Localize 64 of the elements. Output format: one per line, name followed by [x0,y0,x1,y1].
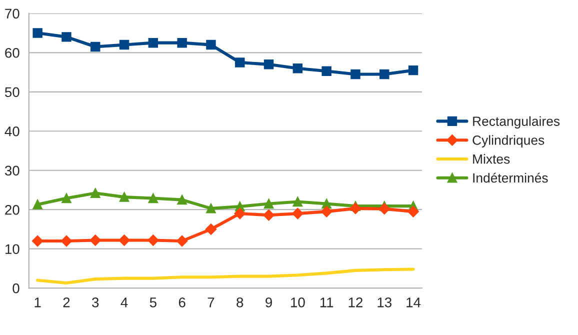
point [176,235,188,247]
point [206,40,216,50]
point [206,204,216,214]
legend-label: Rectangulaires [473,116,560,129]
point [148,234,159,246]
point [62,32,72,42]
y-tick-label: 60 [5,48,20,58]
legend-label: Cylindriques [472,135,544,148]
point [378,203,390,214]
y-tick-label: 30 [4,166,20,176]
x-tick-label: 13 [378,297,392,308]
point [264,198,274,209]
x-tick-label: 14 [406,298,421,308]
x-tick-label: 8 [236,297,244,308]
point [350,69,360,80]
x-tick-label: 6 [178,297,186,308]
y-tick-label: 70 [5,8,20,19]
x-tick-label: 4 [120,298,128,308]
point [148,38,158,48]
y-tick-label: 20 [5,204,20,215]
point [205,224,217,235]
y-tick-label: 0 [12,283,20,294]
point [90,42,100,52]
point [118,234,130,246]
point [177,194,187,205]
legend-label: Indéterminés [473,172,548,183]
point [380,69,390,80]
point [322,66,332,76]
point [90,188,100,198]
point [234,208,246,220]
point [235,58,245,68]
x-tick-label: 9 [266,297,272,308]
point [32,200,42,210]
point [292,63,303,74]
point [32,28,42,38]
y-tick-label: 50 [4,87,20,98]
point [148,193,158,204]
point [408,206,419,218]
point [177,38,187,48]
x-tick-label: 12 [348,297,362,308]
point [320,206,332,218]
x-tick-label: 10 [291,297,305,308]
line-series [36,268,415,285]
x-tick-label: 2 [63,297,70,308]
x-tick-label: 1 [34,298,41,308]
legend-label: Mixtes [473,154,510,164]
point [292,208,304,220]
point [292,196,303,207]
point [119,40,130,50]
x-tick-label: 7 [208,298,214,308]
x-tick-label: 5 [150,298,156,308]
y-tick-label: 40 [4,126,20,136]
x-tick-label: 11 [320,298,334,308]
point [90,234,101,246]
x-tick-label: 3 [92,297,99,308]
point [32,235,44,247]
point [350,202,362,214]
point [263,210,274,221]
point [62,193,72,204]
point [60,235,72,247]
point [264,60,274,70]
point [119,192,130,202]
point [408,65,418,76]
y-tick-label: 10 [5,244,20,254]
